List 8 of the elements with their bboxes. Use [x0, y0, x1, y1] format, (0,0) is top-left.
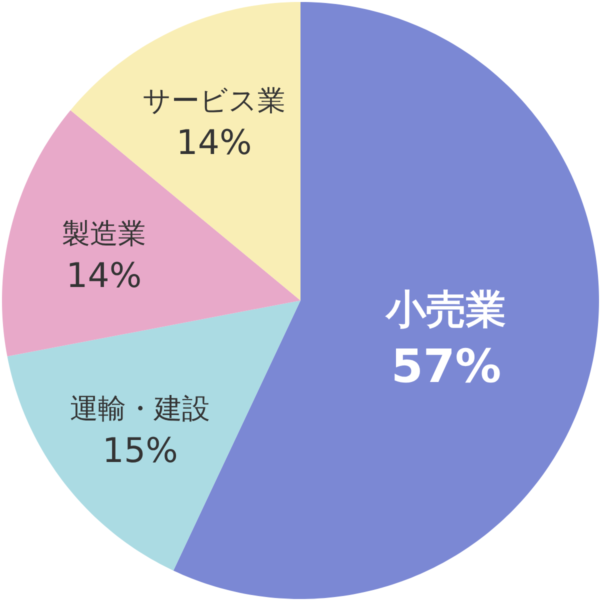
data-label: 15%: [102, 430, 178, 471]
data-label: 57%: [391, 339, 502, 394]
slice-label: 運輸・建設: [70, 392, 210, 425]
data-label: 14%: [66, 256, 142, 296]
slice-label: 製造業: [62, 217, 146, 250]
data-label: 14%: [176, 122, 252, 163]
slice-label: 小売業: [385, 287, 506, 334]
slice-label: サービス業: [142, 84, 286, 117]
